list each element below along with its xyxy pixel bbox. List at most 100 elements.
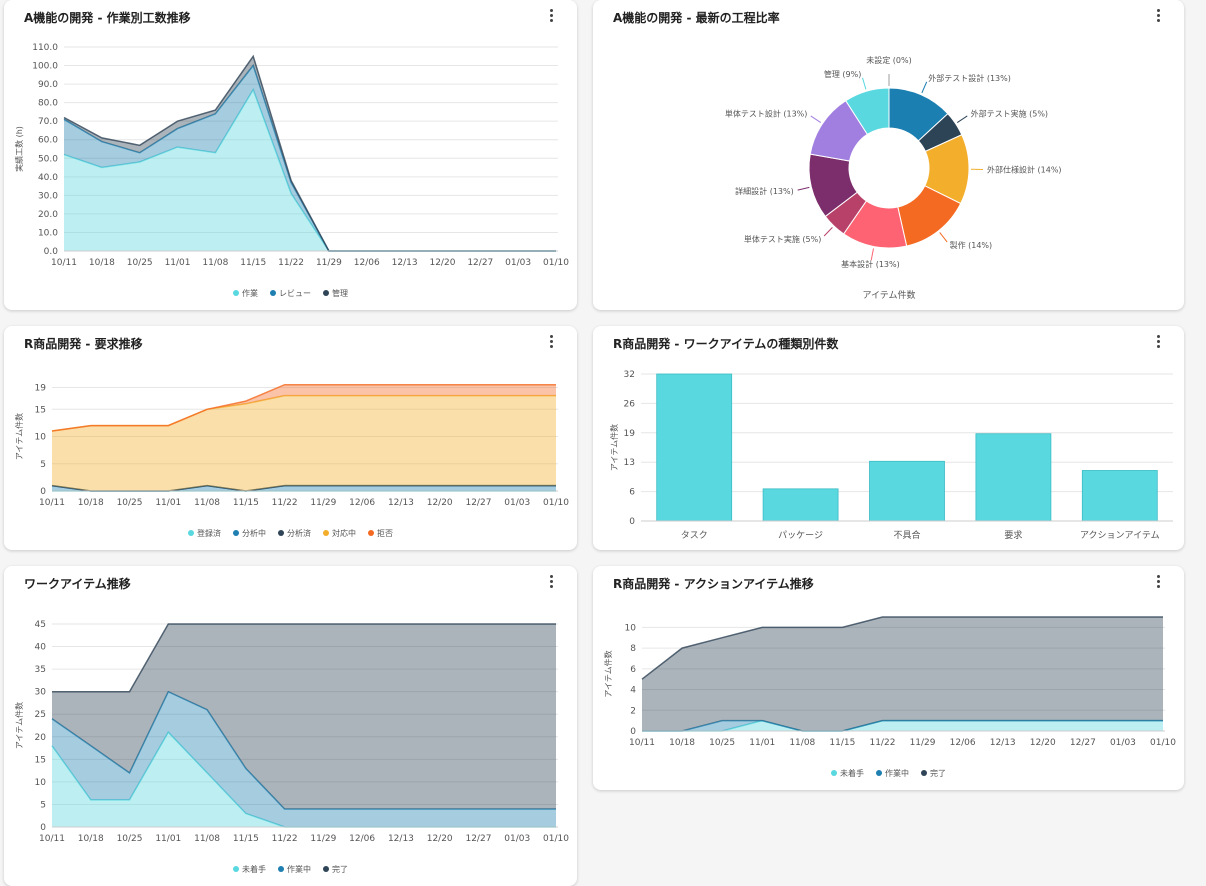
legend-item[interactable]: 完了 bbox=[921, 768, 946, 779]
legend-item[interactable]: 対応中 bbox=[323, 528, 356, 539]
x-tick-label: 11/15 bbox=[233, 834, 259, 844]
legend-item[interactable]: 管理 bbox=[323, 288, 348, 299]
chart-legend: 未着手 作業中 完了 bbox=[593, 768, 1184, 779]
x-tick-label: 11/01 bbox=[165, 258, 191, 268]
x-tick-label: 11/29 bbox=[316, 258, 342, 268]
slice-label: 外部テスト実施 (5%) bbox=[971, 109, 1048, 119]
x-tick-label: 10/11 bbox=[39, 834, 65, 844]
x-tick-label: 12/06 bbox=[354, 258, 380, 268]
legend-label: 完了 bbox=[930, 769, 946, 778]
legend-swatch bbox=[323, 290, 329, 296]
y-tick-label: 5 bbox=[40, 460, 46, 470]
y-tick-label: 10 bbox=[35, 778, 47, 788]
legend-item[interactable]: 分析中 bbox=[233, 528, 266, 539]
y-tick-label: 110.0 bbox=[32, 43, 58, 53]
slice-label: 管理 (9%) bbox=[824, 69, 861, 79]
y-tick-label: 10 bbox=[625, 623, 637, 633]
legend-label: 登録済 bbox=[197, 529, 221, 538]
legend-item[interactable]: 未着手 bbox=[233, 864, 266, 875]
y-tick-label: 32 bbox=[624, 370, 635, 380]
x-tick-label: 10/25 bbox=[117, 498, 143, 508]
chart-legend: 未着手 作業中 完了 bbox=[4, 864, 577, 875]
x-tick-label: 11/22 bbox=[869, 738, 895, 748]
legend-label: 作業中 bbox=[885, 769, 909, 778]
bar bbox=[870, 461, 945, 521]
legend-item[interactable]: 作業中 bbox=[278, 864, 311, 875]
legend-label: 拒否 bbox=[377, 529, 393, 538]
x-tick-label: 12/06 bbox=[950, 738, 976, 748]
y-axis-title: 実績工数 (h) bbox=[14, 126, 24, 172]
slice-leader-line bbox=[824, 227, 832, 236]
chart-legend: 登録済 分析中 分析済 対応中 拒否 bbox=[4, 528, 577, 539]
stacked-area-chart: 0.010.020.030.040.050.060.070.080.090.01… bbox=[4, 0, 577, 280]
y-tick-label: 2 bbox=[630, 706, 636, 716]
series-area bbox=[52, 396, 556, 491]
y-tick-label: 0 bbox=[629, 517, 635, 527]
legend-item[interactable]: 作業中 bbox=[876, 768, 909, 779]
x-tick-label: 12/06 bbox=[349, 498, 375, 508]
bar bbox=[657, 374, 732, 521]
y-tick-label: 19 bbox=[624, 429, 636, 439]
x-tick-label: 12/27 bbox=[465, 834, 491, 844]
legend-swatch bbox=[323, 530, 329, 536]
y-tick-label: 30.0 bbox=[38, 191, 58, 201]
y-tick-label: 19 bbox=[35, 383, 47, 393]
y-tick-label: 6 bbox=[630, 665, 636, 675]
y-tick-label: 0 bbox=[40, 487, 46, 497]
legend-label: 作業中 bbox=[287, 865, 311, 874]
x-tick-label: 11/15 bbox=[233, 498, 259, 508]
slice-label: 外部テスト設計 (13%) bbox=[928, 73, 1011, 83]
x-tick-label: 11/01 bbox=[155, 834, 181, 844]
legend-item[interactable]: レビュー bbox=[270, 288, 311, 299]
chart-legend: 作業 レビュー 管理 bbox=[4, 288, 577, 299]
legend-item[interactable]: 作業 bbox=[233, 288, 258, 299]
x-tick-label: 10/25 bbox=[709, 738, 735, 748]
y-tick-label: 10 bbox=[35, 433, 47, 443]
y-tick-label: 40 bbox=[35, 643, 47, 653]
x-tick-label: 12/20 bbox=[427, 498, 453, 508]
x-tick-label: 11/08 bbox=[194, 498, 220, 508]
slice-label: 未設定 (0%) bbox=[866, 55, 911, 65]
x-tick-label: パッケージ bbox=[778, 530, 823, 541]
y-tick-label: 50.0 bbox=[38, 154, 58, 164]
legend-item[interactable]: 未着手 bbox=[831, 768, 864, 779]
x-tick-label: 12/20 bbox=[427, 834, 453, 844]
y-tick-label: 80.0 bbox=[38, 99, 58, 109]
legend-item[interactable]: 完了 bbox=[323, 864, 348, 875]
x-tick-label: 11/29 bbox=[910, 738, 936, 748]
legend-label: 分析済 bbox=[287, 529, 311, 538]
legend-swatch bbox=[233, 290, 239, 296]
y-tick-label: 6 bbox=[629, 488, 635, 498]
legend-item[interactable]: 拒否 bbox=[368, 528, 393, 539]
legend-label: 未着手 bbox=[840, 769, 864, 778]
y-tick-label: 0 bbox=[630, 727, 636, 737]
y-tick-label: 10.0 bbox=[38, 228, 58, 238]
x-tick-label: 01/03 bbox=[1110, 738, 1136, 748]
legend-swatch bbox=[831, 770, 837, 776]
x-tick-label: 01/03 bbox=[504, 498, 530, 508]
x-tick-label: 01/10 bbox=[543, 258, 569, 268]
x-tick-label: 10/11 bbox=[51, 258, 77, 268]
y-tick-label: 13 bbox=[624, 458, 635, 468]
x-tick-label: 10/11 bbox=[39, 498, 65, 508]
y-tick-label: 30 bbox=[35, 688, 47, 698]
legend-item[interactable]: 登録済 bbox=[188, 528, 221, 539]
slice-label: 単体テスト実施 (5%) bbox=[744, 234, 821, 244]
legend-label: 作業 bbox=[242, 289, 258, 298]
y-tick-label: 25 bbox=[35, 710, 46, 720]
x-tick-label: 11/22 bbox=[272, 834, 298, 844]
x-tick-label: 11/08 bbox=[789, 738, 815, 748]
legend-label: レビュー bbox=[279, 289, 311, 298]
y-tick-label: 0 bbox=[40, 823, 46, 833]
x-tick-label: 10/25 bbox=[117, 834, 143, 844]
legend-swatch bbox=[921, 770, 927, 776]
y-tick-label: 40.0 bbox=[38, 173, 58, 183]
y-tick-label: 20.0 bbox=[38, 210, 58, 220]
legend-swatch bbox=[278, 530, 284, 536]
bar bbox=[1082, 470, 1157, 521]
x-tick-label: 01/03 bbox=[505, 258, 531, 268]
legend-item[interactable]: 分析済 bbox=[278, 528, 311, 539]
series-area bbox=[64, 90, 556, 251]
